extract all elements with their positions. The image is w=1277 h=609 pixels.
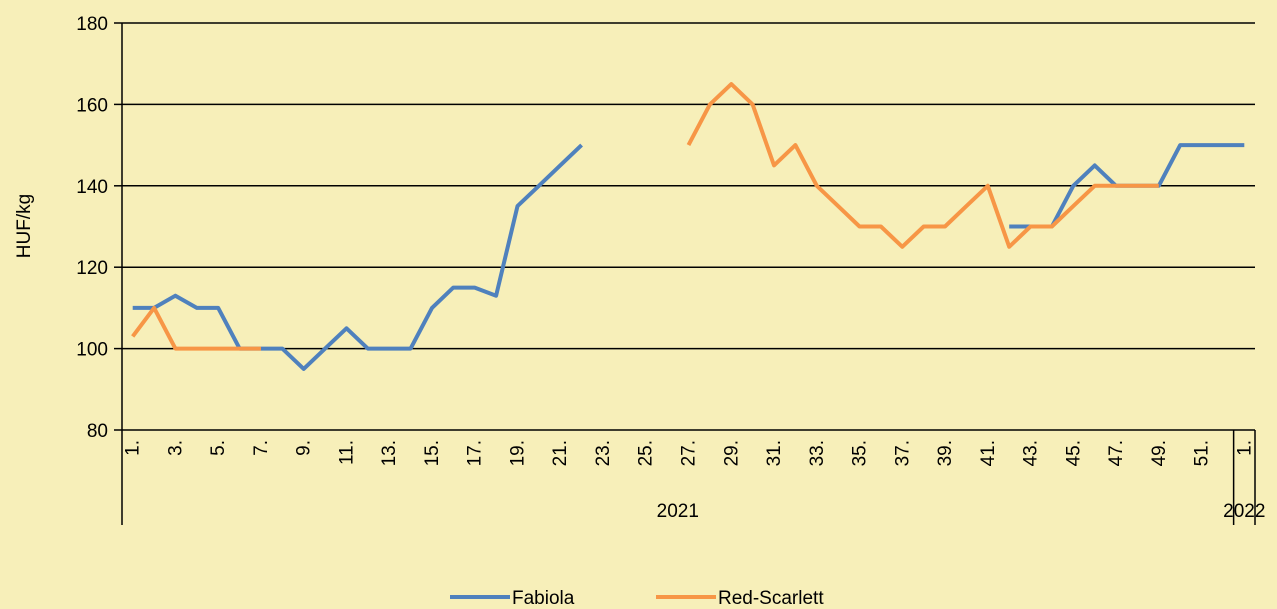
- y-tick-label: 180: [76, 14, 108, 35]
- x-tick-label: 27.: [679, 440, 700, 466]
- x-tick-label: 33.: [807, 440, 828, 466]
- x-tick-label: 1.: [1234, 440, 1255, 456]
- x-tick-label: 25.: [636, 440, 657, 466]
- x-tick-label: 29.: [721, 440, 742, 466]
- x-tick-label: 47.: [1106, 440, 1127, 466]
- y-tick-label: 100: [76, 340, 108, 361]
- x-tick-label: 13.: [379, 440, 400, 466]
- x-tick-label: 11.: [336, 440, 357, 465]
- x-tick-label: 45.: [1063, 440, 1084, 466]
- x-tick-label: 17.: [465, 440, 486, 466]
- y-axis-label: HUF/kg: [14, 194, 35, 258]
- legend-label: Fabiola: [512, 588, 575, 609]
- x-tick-label: 15.: [422, 440, 443, 466]
- x-tick-label: 39.: [935, 440, 956, 466]
- x-tick-label: 19.: [507, 440, 528, 466]
- x-tick-label: 23.: [593, 440, 614, 466]
- y-tick-label: 160: [76, 95, 108, 116]
- x-tick-label: 5.: [208, 440, 229, 456]
- series-line: [131, 82, 1159, 351]
- group-label: 2022: [1223, 501, 1265, 522]
- x-tick-label: 37.: [892, 440, 913, 466]
- x-tick-label: 35.: [850, 440, 871, 466]
- y-tick-label: 120: [76, 258, 108, 279]
- y-tick-label: 140: [76, 177, 108, 198]
- x-tick-label: 3.: [165, 440, 186, 456]
- x-tick-label: 21.: [550, 440, 571, 466]
- x-tick-label: 41.: [978, 440, 999, 466]
- group-label: 2021: [657, 501, 699, 522]
- x-tick-label: 51.: [1192, 440, 1213, 466]
- y-tick-label: 80: [87, 421, 108, 442]
- x-tick-label: 7.: [251, 440, 272, 456]
- x-tick-label: 49.: [1149, 440, 1170, 466]
- x-tick-label: 9.: [294, 440, 315, 456]
- x-tick-label: 1.: [123, 440, 144, 456]
- x-tick-label: 43.: [1021, 440, 1042, 466]
- legend-label: Red-Scarlett: [718, 588, 824, 609]
- series-line: [132, 143, 1245, 371]
- x-tick-label: 31.: [764, 440, 785, 466]
